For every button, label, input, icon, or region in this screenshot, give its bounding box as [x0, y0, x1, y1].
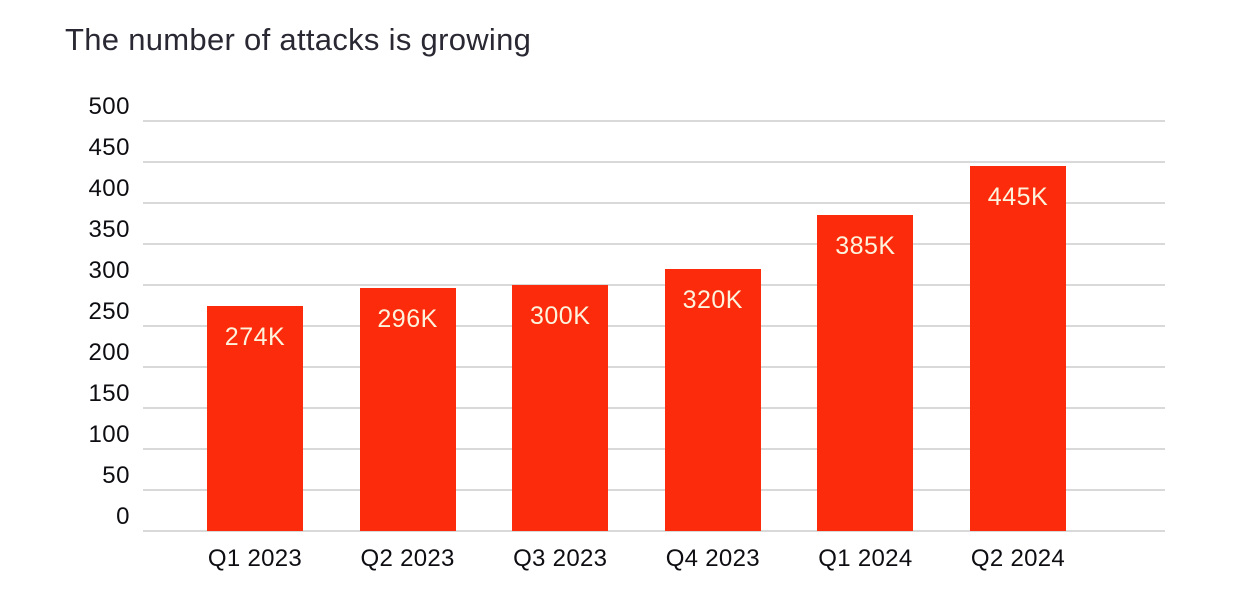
y-axis-tick-label: 0: [116, 503, 130, 530]
x-axis-tick-label: Q2 2023: [360, 545, 455, 572]
x-axis-tick-label: Q1 2024: [818, 545, 913, 572]
gridline: [143, 284, 1165, 286]
y-axis-tick-label: 200: [88, 339, 130, 366]
x-axis-tick-label: Q2 2024: [970, 545, 1066, 572]
y-axis-tick-label: 250: [88, 298, 130, 325]
y-axis-tick-label: 350: [88, 216, 130, 243]
y-axis-tick-label: 50: [102, 462, 130, 489]
bar-q1-2024: 385K: [817, 215, 914, 531]
y-axis-tick-label: 500: [88, 93, 130, 120]
x-axis-tick-label: Q3 2023: [513, 545, 608, 572]
chart-title: The number of attacks is growing: [65, 22, 532, 57]
plot-area: 274K Q1 2023 296K Q2 2023 300K Q3 2023 320K Q4 …: [143, 120, 1165, 572]
y-axis-tick-label: 400: [88, 175, 130, 202]
bar-value-label: 300K: [529, 302, 591, 330]
x-axis-tick-label: Q1 2023: [207, 545, 303, 572]
gridline: [143, 202, 1165, 204]
gridline: [143, 448, 1165, 450]
gridline: [143, 366, 1165, 368]
bar-value-label: 320K: [682, 285, 743, 314]
bar-q4-2023: 320K: [664, 268, 761, 531]
bar-value-label: 274K: [224, 323, 286, 352]
bar-q2-2024: 445K: [970, 166, 1066, 531]
bar-value-label: 445K: [987, 183, 1049, 212]
bar-value-label: 385K: [835, 232, 896, 261]
y-axis-tick-label: 450: [88, 134, 130, 161]
gridline: [143, 530, 1165, 532]
gridline: [143, 407, 1165, 409]
y-axis-tick-label: 300: [88, 257, 130, 284]
bar-q1-2023: 274K: [207, 306, 303, 531]
bar-q3-2023: 300K: [512, 285, 609, 531]
y-axis-tick-label: 100: [88, 421, 130, 448]
gridline: [143, 325, 1165, 327]
y-axis-tick-label: 150: [88, 380, 130, 407]
gridline: [143, 243, 1165, 245]
bar-value-label: 296K: [377, 305, 438, 334]
bar-q2-2023: 296K: [359, 288, 456, 531]
gridline: [143, 489, 1165, 491]
gridline: [143, 120, 1165, 122]
x-axis-tick-label: Q4 2023: [665, 545, 760, 572]
gridline: [143, 161, 1165, 163]
